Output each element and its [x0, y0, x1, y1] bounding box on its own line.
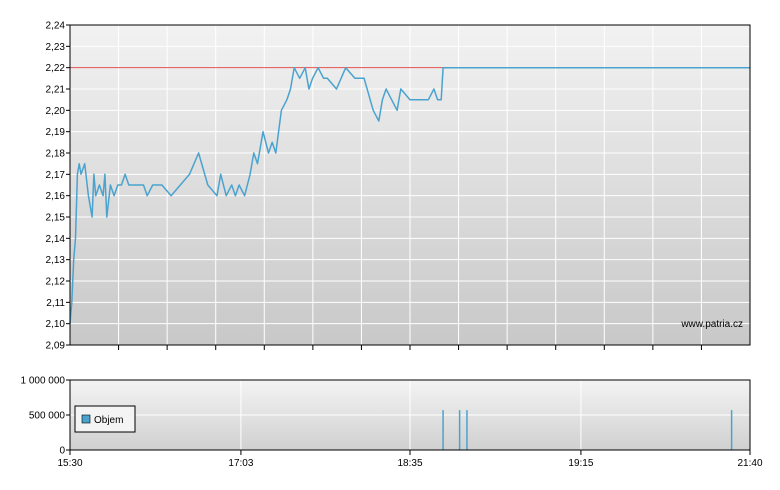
price-y-axis: 2,09 2,10 2,11 2,12 2,13 2,14 2,15 2,16 2,17 2,18…: [46, 21, 70, 352]
watermark: www.patria.cz: [680, 319, 743, 330]
price-y-tick-label: 2,19: [46, 127, 66, 138]
price-y-tick-label: 2,21: [46, 85, 66, 96]
price-x-tick-marks: [118, 345, 702, 350]
price-y-tick-label: 2,18: [46, 149, 66, 160]
price-y-tick-label: 2,17: [46, 170, 66, 181]
time-x-tick-label: 19:15: [568, 458, 593, 469]
price-y-tick-label: 2,12: [46, 277, 66, 288]
legend-swatch: [81, 414, 91, 424]
volume-y-tick-label: 500 000: [29, 411, 66, 422]
volume-bars: [442, 410, 733, 450]
time-x-tick-label: 17:03: [228, 458, 253, 469]
price-y-tick-label: 2,15: [46, 213, 66, 224]
time-x-tick-label: 15:30: [57, 458, 82, 469]
price-y-tick-label: 2,24: [46, 21, 66, 32]
price-y-tick-label: 2,20: [46, 106, 66, 117]
price-y-tick-label: 2,13: [46, 255, 66, 266]
price-y-tick-label: 2,11: [46, 298, 65, 309]
legend-label: Objem: [94, 415, 123, 426]
time-x-axis: 15:30 17:03 18:35 19:15 21:40: [57, 450, 763, 469]
volume-y-tick-label: 0: [59, 446, 65, 457]
volume-y-axis: 0 500 000 1 000 000: [21, 376, 70, 457]
time-x-tick-label: 21:40: [737, 458, 762, 469]
price-y-tick-label: 2,14: [46, 234, 66, 245]
volume-legend: Objem: [74, 405, 136, 433]
price-series-line: [69, 66, 750, 324]
price-y-tick-label: 2,16: [46, 191, 66, 202]
price-y-tick-label: 2,22: [46, 63, 66, 74]
volume-grid: [70, 380, 750, 450]
price-y-tick-label: 2,10: [46, 319, 66, 330]
price-y-tick-label: 2,09: [46, 341, 66, 352]
volume-y-tick-label: 1 000 000: [21, 376, 66, 387]
price-panel: 2,09 2,10 2,11 2,12 2,13 2,14 2,15 2,16 2,17 2,18…: [46, 21, 751, 352]
price-y-tick-label: 2,23: [46, 42, 66, 53]
time-x-tick-label: 18:35: [397, 458, 422, 469]
